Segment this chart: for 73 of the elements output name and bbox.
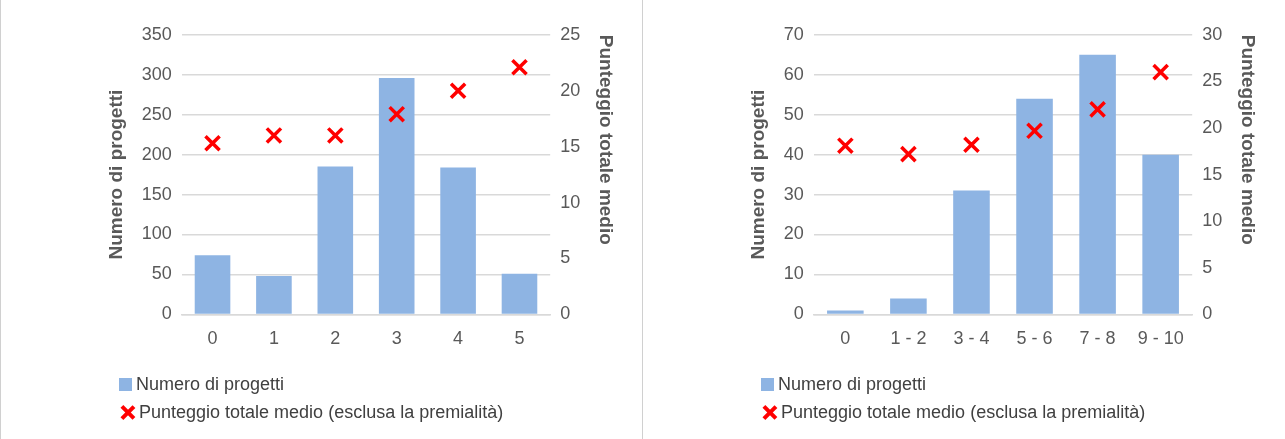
point xyxy=(387,105,406,124)
point xyxy=(836,136,855,155)
y-tick-label: 0 xyxy=(161,303,172,324)
bar xyxy=(256,276,292,314)
y-tick-label: 300 xyxy=(141,63,172,84)
x-tick-label: 5 - 6 xyxy=(1016,328,1053,349)
point xyxy=(203,134,222,153)
y2-axis-title: Punteggio totale medio xyxy=(596,34,618,245)
y-tick-label: 30 xyxy=(783,183,804,204)
point xyxy=(899,145,918,163)
legend-label: Numero di progetti xyxy=(778,373,927,395)
legend-label: Punteggio totale medio (esclusa la premialità) xyxy=(781,401,1146,423)
point xyxy=(449,81,467,100)
y2-tick-label: 15 xyxy=(1202,163,1223,184)
bar xyxy=(1016,98,1053,314)
x-tick-label: 1 xyxy=(268,328,279,349)
y2-tick-label: 5 xyxy=(1202,256,1213,277)
bar xyxy=(501,273,538,314)
point xyxy=(265,126,283,145)
y-tick-label: 60 xyxy=(783,63,804,84)
y2-axis-title: Punteggio totale medio xyxy=(1238,34,1260,245)
x-tick-label: 5 xyxy=(514,328,525,349)
x-tick-label: 9 - 10 xyxy=(1137,328,1184,349)
bar xyxy=(890,298,927,314)
y2-tick-label: 20 xyxy=(1202,116,1223,137)
y2-tick-label: 30 xyxy=(1202,23,1223,44)
x-tick-label: 2 xyxy=(330,328,341,349)
y-axis-title: Numero di progetti xyxy=(746,89,768,260)
bar xyxy=(378,77,415,314)
y-tick-label: 250 xyxy=(141,103,172,124)
point xyxy=(962,135,981,154)
y-tick-label: 10 xyxy=(783,263,804,284)
x-tick-label: 0 xyxy=(840,328,851,349)
legend-label: Punteggio totale medio (esclusa la premialità) xyxy=(139,401,504,423)
bar xyxy=(1142,154,1179,314)
bar xyxy=(1079,54,1116,314)
y-tick-label: 100 xyxy=(141,223,172,244)
y2-tick-label: 20 xyxy=(560,79,581,100)
y-tick-label: 50 xyxy=(783,103,804,124)
y-tick-label: 40 xyxy=(783,143,804,164)
y2-tick-label: 25 xyxy=(1202,70,1223,91)
point xyxy=(1088,100,1107,119)
y-tick-label: 50 xyxy=(151,263,172,284)
y2-tick-label: 10 xyxy=(560,191,581,212)
y-axis-title: Numero di progetti xyxy=(104,89,126,260)
x-tick-label: 4 xyxy=(453,328,464,349)
point xyxy=(326,126,345,145)
x-tick-label: 3 - 4 xyxy=(953,328,990,349)
y-tick-label: 150 xyxy=(141,183,172,204)
y2-tick-label: 5 xyxy=(560,247,571,268)
y2-tick-label: 25 xyxy=(560,23,581,44)
legend-label: Numero di progetti xyxy=(136,373,285,395)
y-tick-label: 0 xyxy=(793,303,804,324)
bar xyxy=(827,310,864,314)
x-tick-label: 7 - 8 xyxy=(1079,328,1116,349)
x-tick-label: 3 xyxy=(391,328,402,349)
y-tick-label: 20 xyxy=(783,223,804,244)
bar xyxy=(317,166,354,314)
y-tick-label: 200 xyxy=(141,143,172,164)
y2-tick-label: 15 xyxy=(560,135,581,156)
point xyxy=(1151,63,1170,81)
bar xyxy=(440,167,476,314)
point xyxy=(1025,121,1044,140)
bar xyxy=(953,190,990,314)
point xyxy=(510,58,529,77)
y-tick-label: 350 xyxy=(141,23,172,44)
y-tick-label: 70 xyxy=(783,23,804,44)
y2-tick-label: 0 xyxy=(560,303,571,324)
x-tick-label: 1 - 2 xyxy=(890,328,927,349)
x-tick-label: 0 xyxy=(207,328,218,349)
y2-tick-label: 0 xyxy=(1202,303,1213,324)
y2-tick-label: 10 xyxy=(1202,210,1223,231)
bar xyxy=(194,255,231,314)
